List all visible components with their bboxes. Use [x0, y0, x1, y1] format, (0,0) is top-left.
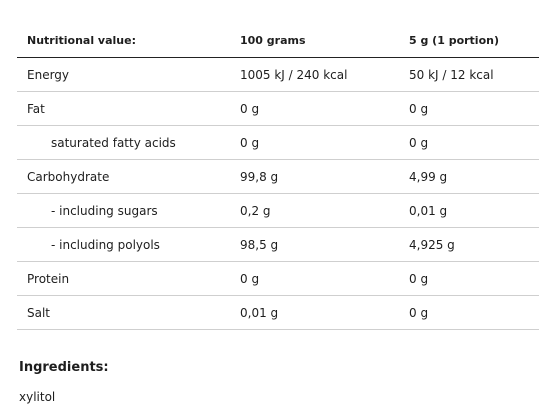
row-value-portion: 0 g: [399, 125, 539, 160]
table-header-row: Nutritional value: 100 grams 5 g (1 port…: [17, 24, 539, 58]
row-value-portion: 0 g: [399, 91, 539, 126]
header-portion: 5 g (1 portion): [399, 24, 539, 58]
row-value-per100: 1005 kJ / 240 kcal: [230, 57, 399, 92]
row-value-portion: 0 g: [399, 295, 539, 330]
table-row: - including polyols 98,5 g 4,925 g: [17, 227, 539, 262]
row-label-saturated-fatty-acids: saturated fatty acids: [17, 125, 230, 160]
table-row: Protein 0 g 0 g: [17, 261, 539, 296]
table-row: Fat 0 g 0 g: [17, 91, 539, 126]
table-row: saturated fatty acids 0 g 0 g: [17, 125, 539, 160]
row-value-portion: 0,01 g: [399, 193, 539, 228]
header-100-grams: 100 grams: [230, 24, 399, 58]
ingredients-text: xylitol: [19, 390, 56, 404]
row-value-portion: 50 kJ / 12 kcal: [399, 57, 539, 92]
header-nutritional-value: Nutritional value:: [17, 24, 230, 58]
row-value-per100: 99,8 g: [230, 159, 399, 194]
row-label-salt: Salt: [17, 295, 230, 330]
table-row: Energy 1005 kJ / 240 kcal 50 kJ / 12 kca…: [17, 57, 539, 92]
row-label-protein: Protein: [17, 261, 230, 296]
table-row: - including sugars 0,2 g 0,01 g: [17, 193, 539, 228]
nutrition-table: Nutritional value: 100 grams 5 g (1 port…: [17, 24, 539, 330]
row-value-portion: 0 g: [399, 261, 539, 296]
row-value-per100: 0,2 g: [230, 193, 399, 228]
table-row: Salt 0,01 g 0 g: [17, 295, 539, 330]
row-value-per100: 98,5 g: [230, 227, 399, 262]
row-label-fat: Fat: [17, 91, 230, 126]
row-value-per100: 0,01 g: [230, 295, 399, 330]
row-value-per100: 0 g: [230, 91, 399, 126]
row-label-including-polyols: - including polyols: [17, 227, 230, 262]
row-value-portion: 4,925 g: [399, 227, 539, 262]
row-value-per100: 0 g: [230, 125, 399, 160]
row-label-including-sugars: - including sugars: [17, 193, 230, 228]
table-row: Carbohydrate 99,8 g 4,99 g: [17, 159, 539, 194]
ingredients-title: Ingredients:: [19, 360, 109, 375]
row-label-energy: Energy: [17, 57, 230, 92]
row-value-portion: 4,99 g: [399, 159, 539, 194]
row-label-carbohydrate: Carbohydrate: [17, 159, 230, 194]
row-value-per100: 0 g: [230, 261, 399, 296]
